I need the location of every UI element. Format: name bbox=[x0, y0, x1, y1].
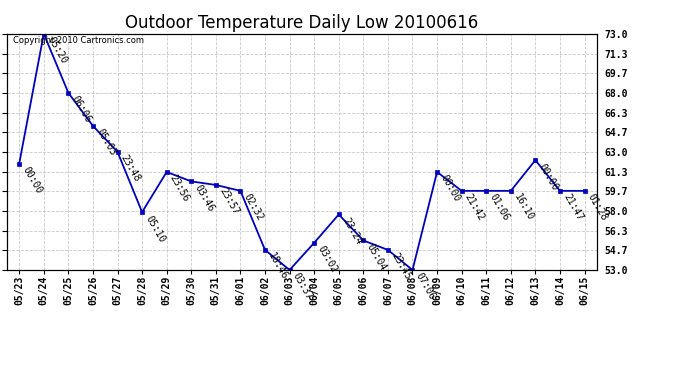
Text: 01:28: 01:28 bbox=[586, 192, 609, 223]
Text: 23:56: 23:56 bbox=[168, 173, 191, 204]
Title: Outdoor Temperature Daily Low 20100616: Outdoor Temperature Daily Low 20100616 bbox=[126, 14, 478, 32]
Text: Copyright 2010 Cartronics.com: Copyright 2010 Cartronics.com bbox=[13, 36, 144, 45]
Text: 05:03: 05:03 bbox=[95, 127, 118, 158]
Text: 05:04: 05:04 bbox=[365, 242, 388, 272]
Text: 03:37: 03:37 bbox=[291, 272, 315, 302]
Text: 00:00: 00:00 bbox=[438, 173, 462, 204]
Text: 07:06: 07:06 bbox=[414, 272, 437, 302]
Text: 00:00: 00:00 bbox=[21, 165, 44, 195]
Text: 03:02: 03:02 bbox=[315, 244, 339, 274]
Text: 06:06: 06:06 bbox=[70, 94, 93, 124]
Text: 23:45: 23:45 bbox=[389, 251, 413, 282]
Text: 05:20: 05:20 bbox=[45, 35, 68, 66]
Text: 21:47: 21:47 bbox=[562, 192, 584, 223]
Text: 23:24: 23:24 bbox=[340, 216, 364, 246]
Text: 02:32: 02:32 bbox=[241, 192, 265, 223]
Text: 00:00: 00:00 bbox=[537, 162, 560, 192]
Text: 18:46: 18:46 bbox=[266, 251, 290, 282]
Text: 23:57: 23:57 bbox=[217, 186, 241, 217]
Text: 01:06: 01:06 bbox=[488, 192, 511, 223]
Text: 03:46: 03:46 bbox=[193, 183, 216, 213]
Text: 05:10: 05:10 bbox=[144, 213, 167, 244]
Text: 16:10: 16:10 bbox=[512, 192, 535, 223]
Text: 23:48: 23:48 bbox=[119, 153, 142, 184]
Text: 21:42: 21:42 bbox=[463, 192, 486, 223]
